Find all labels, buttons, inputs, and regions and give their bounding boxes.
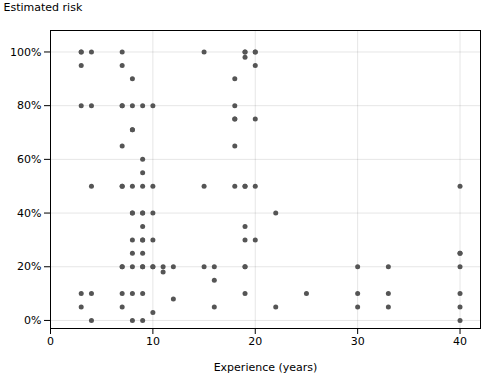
svg-text:0: 0 (47, 335, 54, 348)
svg-text:100%: 100% (10, 45, 41, 58)
svg-text:Experience (years): Experience (years) (214, 361, 318, 373)
svg-text:Estimated risk: Estimated risk (4, 1, 83, 14)
svg-text:60%: 60% (17, 153, 41, 166)
svg-text:40%: 40% (17, 207, 41, 220)
svg-text:10: 10 (146, 335, 160, 348)
svg-text:0%: 0% (24, 314, 41, 327)
svg-text:80%: 80% (17, 99, 41, 112)
svg-text:20: 20 (248, 335, 262, 348)
svg-text:30: 30 (351, 335, 365, 348)
svg-text:40: 40 (453, 335, 467, 348)
svg-text:20%: 20% (17, 260, 41, 273)
